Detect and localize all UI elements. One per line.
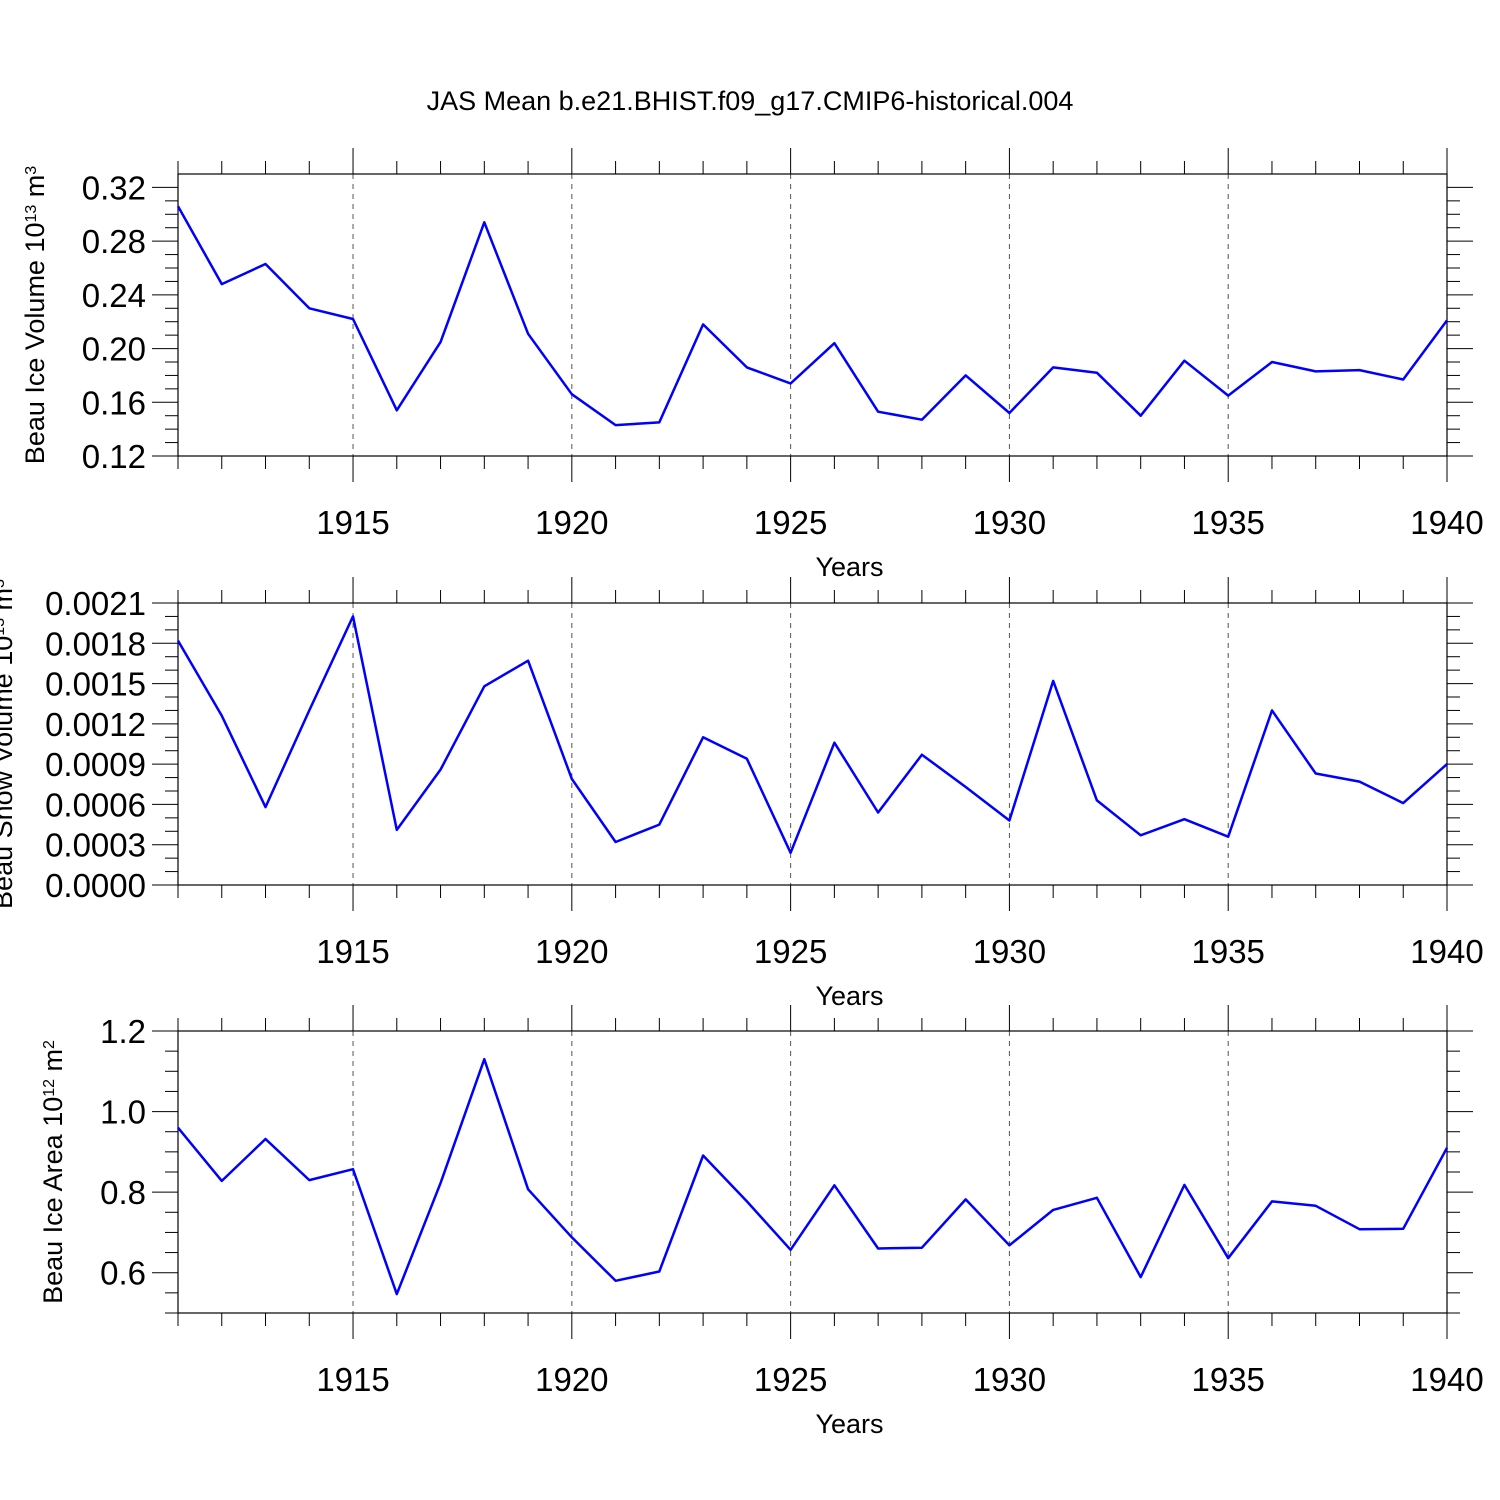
plot-frame [177,173,1448,457]
x-tick-label: 1925 [754,933,827,970]
y-tick-label: 0.28 [82,223,146,260]
y-axis-label: Beau Snow Volume 1013 m3 [0,579,18,909]
y-tick-label: 1.2 [100,1013,146,1050]
y-tick-label: 0.0012 [45,706,146,743]
x-tick-label: 1930 [973,504,1046,541]
y-tick-label: 0.24 [82,277,146,314]
x-tick-label: 1920 [535,933,608,970]
x-tick-label: 1940 [1410,933,1483,970]
x-tick-label: 1935 [1191,504,1264,541]
series-line-1 [176,615,1448,855]
x-tick-label: 1915 [316,1361,389,1398]
x-tick-label: 1915 [316,933,389,970]
panel-1: 1915 1920 1925 1930 1935 1940 Years 0.12 0.16 0.2… [20,148,1484,582]
x-tick-label: 1930 [973,1361,1046,1398]
y-tick-label: 0.0000 [45,867,146,904]
plot-frame [177,602,1448,886]
figure-title: JAS Mean b.e21.BHIST.f09_g17.CMIP6-histo… [427,86,1074,116]
y-tick-label: 0.0003 [45,827,146,864]
x-tick-label: 1925 [754,1361,827,1398]
y-tick-label: 0.12 [82,438,146,475]
series-line-1 [177,1057,1449,1296]
x-tick-label: 1920 [535,1361,608,1398]
x-tick-label: 1925 [754,504,827,541]
x-tick-label: 1915 [316,504,389,541]
y-tick-label: 0.32 [82,169,146,206]
y-tick-label: 0.16 [82,384,146,421]
y-tick-label: 0.0009 [45,746,146,783]
y-tick-label: 0.0021 [45,585,146,622]
x-axis-label: Years [815,552,883,582]
series-line-1 [176,205,1449,427]
x-tick-label: 1920 [535,504,608,541]
x-axis-label: Years [815,981,883,1011]
x-tick-label: 1940 [1410,1361,1483,1398]
x-tick-label: 1940 [1410,504,1483,541]
plot-frame [177,1030,1448,1314]
y-tick-label: 0.0015 [45,666,146,703]
panel-2: 1915 1920 1925 1930 1935 1940Years0.00000.000… [0,577,1484,1011]
x-tick-label: 1930 [973,933,1046,970]
y-axis-label: Beau Ice Volume 1013 m3 [20,166,50,464]
y-axis-label: Beau Ice Area 1012 m2 [38,1040,68,1304]
y-tick-label: 0.0006 [45,786,146,823]
x-axis-label: Years [815,1409,883,1439]
y-tick-label: 0.6 [100,1255,146,1292]
x-tick-label: 1935 [1191,1361,1264,1398]
panel-3: 1915 1920 1925 1930 1935 1940 Years 0.6 0.8 1.0 1.… [38,1005,1484,1439]
y-tick-label: 0.20 [82,331,146,368]
y-tick-label: 0.0018 [45,625,146,662]
panels: 1915 1920 1925 1930 1935 1940 Years 0.12 0.16 0.2… [0,148,1484,1439]
y-tick-label: 0.8 [100,1174,146,1211]
x-tick-label: 1935 [1191,933,1264,970]
y-tick-label: 1.0 [100,1094,146,1131]
